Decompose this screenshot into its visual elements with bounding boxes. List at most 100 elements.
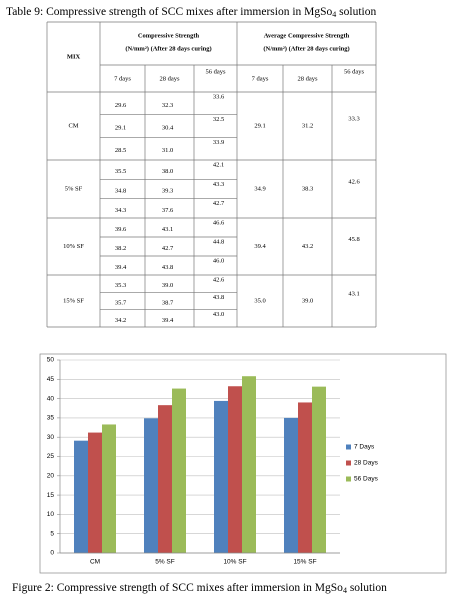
data-cell: 34.8 (115, 187, 126, 194)
caption-tail: solution (336, 6, 376, 18)
data-cell: 32.5 (213, 116, 224, 123)
legend-swatch (346, 460, 351, 466)
data-cell: 43.3 (213, 181, 224, 188)
legend-swatch (346, 476, 351, 482)
y-tick-label: 40 (47, 395, 55, 402)
bar (74, 440, 88, 553)
bar (88, 432, 102, 553)
header-cell: MIX (67, 53, 81, 60)
x-tick-label: 5% SF (155, 559, 175, 566)
chart: 0 5 10 15 20 25 30 35 40 45 50 CM 5% SF 10% SF 15% SF 7… (47, 357, 379, 566)
avg-cell: 39.4 (254, 243, 266, 250)
avg-cell: 38.3 (302, 185, 313, 192)
data-cell: 38.2 (115, 245, 126, 252)
data-cell: 39.0 (162, 282, 173, 289)
bar (214, 400, 228, 553)
legend-label: 28 Days (354, 460, 379, 467)
header-cell: Compressive Strength (138, 32, 200, 39)
table-caption: Table 9: Compressive strength of SCC mix… (6, 6, 376, 19)
y-tick-label: 0 (50, 550, 54, 557)
y-tick-label: 5 (50, 530, 54, 537)
table: MIX Compressive Strength (N/mm²) (After 28… (46, 21, 377, 328)
mix-cell: CM (68, 122, 78, 129)
header-cell: (N/mm²) (After 28 days curing) (125, 45, 211, 52)
y-tick-label: 25 (47, 453, 55, 460)
subheader-cell: 56 days (344, 68, 365, 75)
figure-caption-sub: 4 (343, 586, 347, 595)
data-cell: 42.7 (162, 245, 174, 252)
data-cell: 39.4 (115, 264, 127, 271)
avg-cell: 31.2 (302, 122, 313, 129)
y-tick-label: 15 (47, 492, 55, 499)
data-cell: 33.6 (213, 93, 225, 100)
bar (158, 405, 172, 553)
x-tick-label: 15% SF (293, 559, 316, 566)
data-cell: 43.8 (213, 294, 224, 301)
avg-cell: 34.9 (254, 185, 265, 192)
data-cell: 43.0 (213, 311, 224, 318)
mix-cell: 10% SF (63, 243, 84, 250)
avg-cell: 33.3 (348, 115, 359, 122)
subheader-cell: 28 days (297, 75, 318, 82)
data-cell: 46.0 (213, 257, 224, 264)
data-cell: 34.3 (115, 207, 126, 214)
data-cell: 35.7 (115, 299, 127, 306)
bar (228, 386, 242, 553)
data-cell: 35.3 (115, 282, 126, 289)
data-cell: 37.6 (162, 207, 174, 214)
data-cell: 38.0 (162, 168, 173, 175)
data-cell: 42.1 (213, 161, 224, 168)
legend-label: 56 Days (354, 476, 379, 483)
data-cell: 34.2 (115, 317, 126, 324)
bar (102, 424, 116, 553)
avg-cell: 29.1 (254, 122, 265, 129)
data-cell: 43.8 (162, 264, 173, 271)
bar (242, 376, 256, 553)
avg-cell: 39.0 (302, 297, 313, 304)
data-cell: 44.8 (213, 238, 224, 245)
x-tick-label: CM (90, 559, 100, 566)
bar (284, 417, 298, 553)
subheader-cell: 56 days (205, 68, 226, 75)
subheader-cell: 7 days (114, 75, 131, 82)
bar (172, 388, 186, 553)
bar (312, 386, 326, 553)
bar (144, 418, 158, 553)
y-tick-label: 35 (47, 415, 55, 422)
figure-caption-text: Figure 2: Compressive strength of SCC mi… (12, 582, 343, 594)
data-cell: 31.0 (162, 147, 173, 154)
avg-cell: 45.8 (348, 236, 359, 243)
caption-text: Table 9: Compressive strength of SCC mix… (6, 6, 333, 18)
data-cell: 46.6 (213, 219, 225, 226)
data-cell: 30.4 (162, 124, 174, 131)
legend-label: 7 Days (354, 444, 375, 451)
y-tick-label: 30 (47, 434, 55, 441)
data-cell: 35.5 (115, 168, 126, 175)
bar (298, 402, 312, 553)
avg-cell: 43.1 (348, 290, 359, 297)
data-cell: 32.3 (162, 102, 173, 109)
data-cell: 38.7 (162, 299, 174, 306)
caption-sub: 4 (332, 10, 336, 19)
figure-caption: Figure 2: Compressive strength of SCC mi… (12, 582, 387, 595)
data-cell: 43.1 (162, 226, 173, 233)
avg-cell: 43.2 (302, 243, 313, 250)
data-cell: 42.7 (213, 200, 225, 207)
data-cell: 33.9 (213, 139, 224, 146)
data-cell: 42.6 (213, 276, 225, 283)
legend-swatch (346, 444, 351, 450)
subheader-cell: 7 days (252, 75, 269, 82)
y-tick-label: 10 (47, 511, 55, 518)
y-tick-label: 20 (47, 473, 55, 480)
header-cell: Average Compressive Strength (264, 32, 350, 39)
chart-frame (39, 353, 447, 574)
data-cell: 28.5 (115, 147, 126, 154)
data-cell: 29.6 (115, 102, 127, 109)
figure-caption-tail: solution (347, 582, 387, 594)
y-tick-label: 45 (47, 376, 55, 383)
data-cell: 39.3 (162, 187, 173, 194)
data-cell: 29.1 (115, 124, 126, 131)
header-cell: (N/mm²) (After 28 days curing) (263, 45, 349, 52)
avg-cell: 35.0 (254, 297, 265, 304)
